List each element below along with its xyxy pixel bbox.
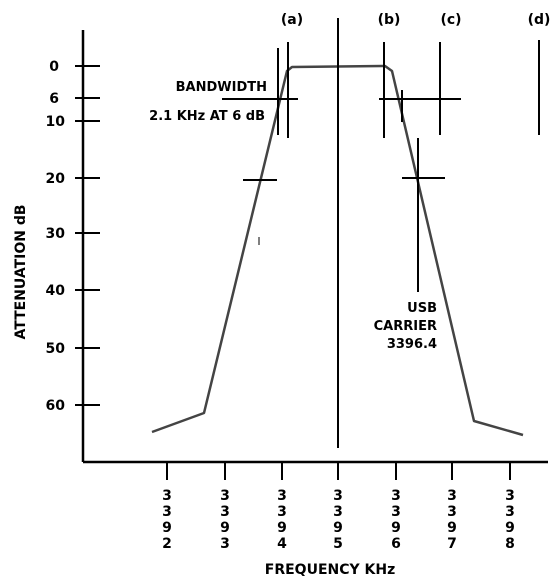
- y-axis-title: ATTENUATION dB: [13, 204, 29, 339]
- carrier-line1: USB: [407, 301, 437, 316]
- y-tick-label-60: 60: [46, 398, 66, 414]
- carrier-line2: CARRIER: [374, 319, 437, 334]
- marker-label-d: (d): [528, 12, 551, 28]
- bandwidth-value: 2.1 KHz AT 6 dB: [149, 109, 265, 124]
- bandwidth-title: BANDWIDTH: [176, 80, 267, 95]
- y-tick-label-0: 0: [49, 59, 59, 75]
- y-tick-marks: [75, 65, 100, 406]
- carrier-line3: 3396.4: [387, 337, 437, 352]
- marker-label-b: (b): [378, 12, 401, 28]
- y-tick-labels: 0 6 10 20 30 40 50 60: [46, 59, 66, 414]
- y-tick-label-6: 6: [49, 91, 59, 107]
- x-tick-marks: [166, 462, 511, 480]
- x-axis-title: FREQUENCY KHz: [265, 562, 395, 578]
- y-tick-label-40: 40: [46, 283, 66, 299]
- y-tick-label-10: 10: [46, 114, 66, 130]
- marker-label-a: (a): [281, 12, 303, 28]
- y-tick-label-50: 50: [46, 341, 66, 357]
- y-tick-label-20: 20: [46, 171, 66, 187]
- marker-label-c: (c): [440, 12, 461, 28]
- y-tick-label-30: 30: [46, 226, 66, 242]
